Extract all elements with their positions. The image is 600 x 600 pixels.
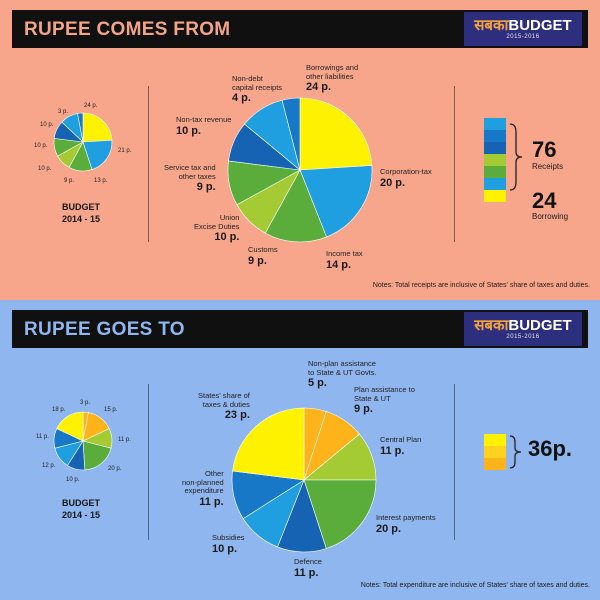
pie-slice <box>82 440 112 471</box>
slice-value-label: 15 p. <box>104 407 118 413</box>
slice-value-label: 20 p. <box>108 466 122 472</box>
slice-value-label: 10 p. <box>38 166 52 172</box>
expenditure-panel: RUPEE GOES TO सबकाBUDGET 2015-2016 3 p. … <box>0 300 600 600</box>
category-label: Corporation-tax 20 p. <box>380 167 432 189</box>
transfers-color-stack <box>484 434 506 470</box>
category-label: Borrowings and other liabilities 24 p. <box>306 63 359 94</box>
slice-value-label: 10 p. <box>40 122 54 128</box>
divider <box>454 86 455 242</box>
pie-slice <box>264 169 327 243</box>
category-label: Interest payments 20 p. <box>376 513 436 535</box>
pie-slice <box>303 479 377 549</box>
slice-value-label: 18 p. <box>52 407 66 413</box>
category-label: Income tax 14 p. <box>326 249 363 271</box>
budget-label: BUDGET <box>62 498 100 508</box>
category-label: Plan assistance to State & UT 9 p. <box>354 385 415 416</box>
small-pie-chart <box>53 411 113 471</box>
slice-value-label: 12 p. <box>42 463 56 469</box>
budget-logo: सबकाBUDGET 2015-2016 <box>464 312 582 346</box>
pie-slice <box>299 165 373 238</box>
divider <box>454 384 455 540</box>
category-label: Subsidies 10 p. <box>212 533 245 555</box>
slice-value-label: 9 p. <box>64 178 75 184</box>
footnote: Notes: Total expenditure are inclusive o… <box>360 582 590 589</box>
budget-label: BUDGET <box>62 202 100 212</box>
slice-value-label: 11 p. <box>36 434 49 440</box>
pie-slice <box>82 112 113 143</box>
transfers-value: 36p. <box>528 436 573 461</box>
receipts-label: Receipts <box>532 162 564 171</box>
slice-value-label: 10 p. <box>34 143 48 149</box>
divider <box>148 86 149 242</box>
footnote: Notes: Total receipts are inclusive of S… <box>372 282 590 289</box>
slice-value-label: 13 p. <box>94 178 108 184</box>
logo-brand-hindi: सबका <box>474 17 509 34</box>
category-label: Central Plan 11 p. <box>380 435 422 457</box>
category-label: Other non-planned expenditure 11 p. <box>182 469 224 508</box>
panel-title: RUPEE COMES FROM <box>24 19 231 40</box>
budget-year: 2014 - 15 <box>62 509 101 520</box>
slice-value-label: 11 p. <box>118 437 131 443</box>
slice-value-label: 3 p. <box>80 400 91 406</box>
brace-icon <box>509 435 522 469</box>
borrowing-value: 24 <box>532 188 557 213</box>
category-label: States' share of taxes & duties 23 p. <box>198 391 250 422</box>
main-pie-chart <box>227 97 373 243</box>
divider <box>148 384 149 540</box>
logo-brand-hindi: सबका <box>474 317 509 334</box>
slice-value-label: 3 p. <box>58 109 69 115</box>
logo-brand: BUDGET <box>508 17 572 34</box>
pie-slice <box>77 112 84 143</box>
category-label: Union Excise Duties 10 p. <box>194 213 240 244</box>
budget-caption: BUDGET 2014 - 15 <box>62 498 100 521</box>
panel-title: RUPEE GOES TO <box>24 319 185 340</box>
slice-value-label: 10 p. <box>66 477 80 483</box>
logo-years: 2015-2016 <box>506 334 540 340</box>
receipts-value: 76 <box>532 137 557 162</box>
brace-icon <box>509 123 523 191</box>
category-label: Non-debt capital receipts 4 p. <box>232 74 283 105</box>
receipts-panel: RUPEE COMES FROM सबकाBUDGET 2015-2016 24… <box>0 0 600 300</box>
borrowing-label: Borrowing <box>532 212 569 221</box>
pie-slice <box>299 97 373 171</box>
category-label: Service tax and other taxes 9 p. <box>164 163 216 194</box>
budget-caption: BUDGET 2014 - 15 <box>62 202 100 225</box>
pie-slice <box>56 411 84 442</box>
logo-brand: BUDGET <box>508 317 572 334</box>
pie-slice <box>82 139 113 170</box>
category-label: Non-tax revenue 10 p. <box>176 115 232 137</box>
category-label: Defence 11 p. <box>294 557 322 579</box>
title-bar: RUPEE GOES TO सबकाBUDGET 2015-2016 <box>12 310 588 348</box>
small-pie-chart <box>53 112 113 172</box>
logo-years: 2015-2016 <box>506 34 540 40</box>
budget-year: 2014 - 15 <box>62 213 101 224</box>
main-pie-chart <box>231 407 377 553</box>
receipts-color-stack <box>484 118 506 202</box>
slice-value-label: 21 p. <box>118 148 132 154</box>
pie-slice <box>281 97 301 171</box>
budget-logo: सबकाBUDGET 2015-2016 <box>464 12 582 46</box>
category-label: Customs 9 p. <box>248 245 278 267</box>
pie-slice <box>232 407 305 481</box>
slice-value-label: 24 p. <box>84 103 98 109</box>
category-label: Non-plan assistance to State & UT Govts. … <box>308 359 377 390</box>
title-bar: RUPEE COMES FROM सबकाBUDGET 2015-2016 <box>12 10 588 48</box>
